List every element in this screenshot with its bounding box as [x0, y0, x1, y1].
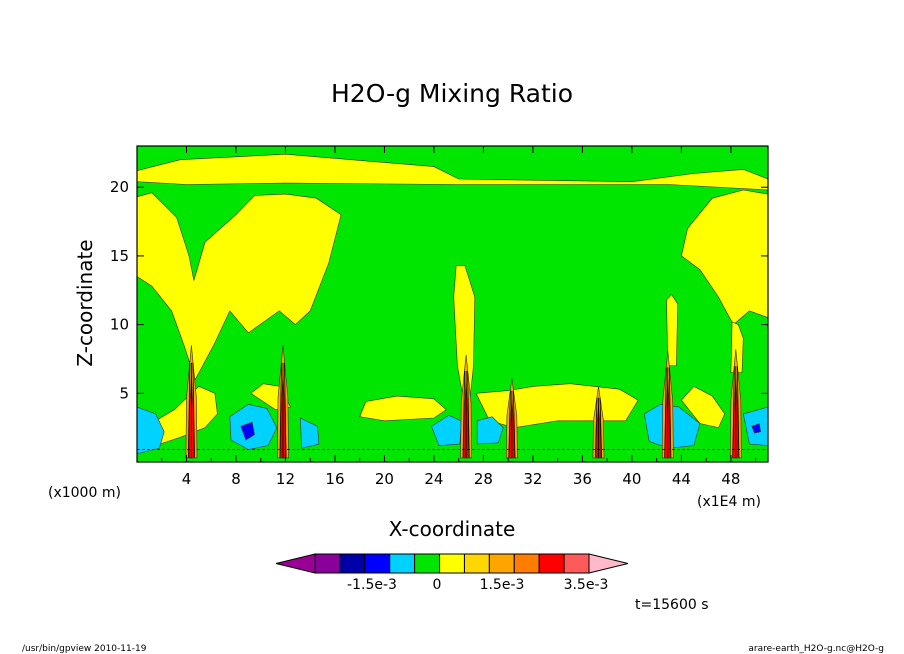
core-contour-6-0 — [732, 366, 735, 458]
moist-layer-20 — [359, 395, 447, 422]
colorbar-swatch-4 — [389, 553, 416, 574]
colorbar-swatch-11 — [563, 553, 590, 574]
core-contour-0-2 — [192, 362, 195, 458]
x-tick-label: 44 — [672, 470, 691, 488]
moist-plume-left — [136, 192, 342, 381]
x-tick-label: 40 — [622, 470, 641, 488]
colorbar-swatch-5 — [414, 553, 441, 574]
colorbar-swatch-9 — [513, 553, 540, 574]
core-contour-3-0 — [508, 390, 511, 458]
core-contour-1-0 — [279, 362, 282, 458]
y-tick-label: 15 — [110, 247, 129, 265]
x-tick-label: 12 — [276, 470, 295, 488]
dry-pocket-28 — [476, 416, 504, 445]
core-contour-0-0 — [187, 362, 191, 458]
x-tick-label: 32 — [523, 470, 542, 488]
y-tick-labels: 5 10 15 20 — [110, 178, 129, 402]
x-tick-label: 8 — [231, 470, 241, 488]
colorbar-swatch-2 — [339, 553, 366, 574]
colorbar-label: 0 — [433, 577, 442, 593]
y-tick-label: 10 — [110, 316, 129, 334]
core-contour-2-2 — [467, 370, 470, 458]
colorbar-swatch-min — [275, 553, 316, 574]
core-contour-4-2 — [599, 397, 602, 458]
plot-frame — [136, 145, 769, 463]
file-label: arare-earth_H2O-g.nc@H2O-g — [748, 644, 884, 654]
dry-core-9 — [240, 421, 255, 441]
dry-core-50 — [751, 423, 761, 434]
x-tick-label: 28 — [474, 470, 493, 488]
program-label: /usr/bin/gpview 2010-11-19 — [22, 644, 147, 654]
colorbar-swatch-10 — [538, 553, 565, 574]
x-tick-label: 24 — [424, 470, 443, 488]
core-contour-4-0 — [595, 397, 598, 458]
y-tick-label: 5 — [119, 384, 129, 402]
time-label: t=15600 s — [635, 597, 709, 613]
core-contour-2-0 — [462, 370, 466, 458]
colorbar-swatch-1 — [314, 553, 341, 574]
core-contour-6-2 — [736, 366, 740, 458]
colorbar-labels: -1.5e-3 0 1.5e-3 3.5e-3 — [347, 577, 608, 593]
x-axis-label: X-coordinate — [389, 517, 516, 541]
colorbar-swatch-max — [588, 553, 629, 574]
colorbar-swatch-3 — [364, 553, 391, 574]
core-contour-5-0 — [664, 367, 667, 458]
colorbar — [275, 553, 629, 574]
x-tick-label: 4 — [182, 470, 192, 488]
dry-pocket-13 — [299, 417, 320, 449]
moist-plume-right — [681, 189, 769, 326]
colorbar-label: 3.5e-3 — [564, 577, 609, 593]
x-unit-label: (x1E4 m) — [697, 494, 761, 510]
x-tick-label: 16 — [325, 470, 344, 488]
core-contour-3-2 — [512, 390, 516, 458]
core-contour-5-2 — [668, 367, 672, 458]
colorbar-swatch-7 — [463, 553, 490, 574]
plot-area — [136, 145, 769, 463]
x-tick-label: 48 — [721, 470, 740, 488]
y-axis-label: Z-coordinate — [73, 239, 97, 366]
x-tick-label: 20 — [375, 470, 394, 488]
y-unit-label: (x1000 m) — [48, 485, 121, 501]
y-tick-label: 20 — [110, 178, 129, 196]
colorbar-label: -1.5e-3 — [347, 577, 397, 593]
x-tick-labels: 4 8 12 16 20 24 28 32 36 40 44 48 — [182, 470, 741, 488]
colorbar-label: 1.5e-3 — [480, 577, 525, 593]
colorbar-swatch-8 — [488, 553, 515, 574]
moist-column-48 — [730, 321, 744, 374]
core-contour-1-2 — [284, 362, 287, 458]
chart-title: H2O-g Mixing Ratio — [331, 79, 573, 108]
x-tick-label: 36 — [573, 470, 592, 488]
colorbar-swatch-6 — [439, 553, 465, 574]
